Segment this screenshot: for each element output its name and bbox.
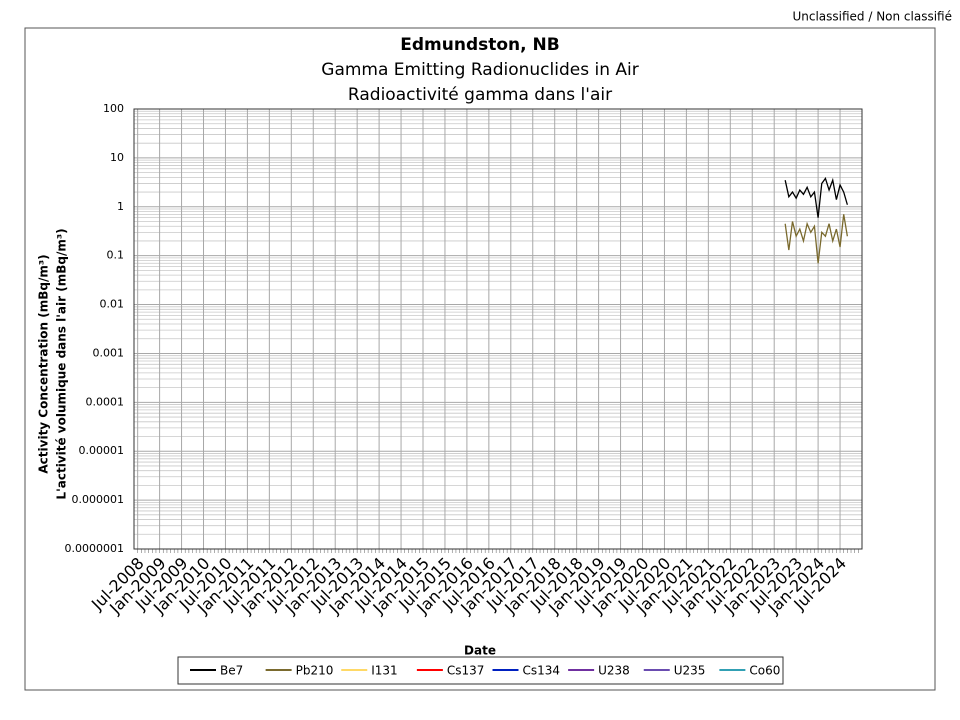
chart-title: Edmundston, NB	[400, 35, 559, 55]
legend-label: Cs134	[523, 664, 561, 678]
x-axis-title: Date	[464, 644, 496, 658]
chart-subtitle: Radioactivité gamma dans l'air	[348, 85, 612, 105]
y-tick-label: 0.0000001	[65, 542, 125, 555]
legend-label: Be7	[220, 664, 243, 678]
chart-subtitle: Gamma Emitting Radionuclides in Air	[321, 60, 638, 80]
y-tick-label: 100	[103, 102, 124, 115]
plot-area	[134, 109, 862, 549]
legend-label: Pb210	[296, 664, 334, 678]
legend-label: U235	[674, 664, 706, 678]
y-axis-title: Activity Concentration (mBq/m³)	[37, 254, 51, 473]
chart-frame	[24, 27, 936, 691]
y-tick-label: 0.00001	[79, 444, 125, 457]
series-line	[784, 214, 849, 264]
y-tick-label: 0.001	[93, 346, 125, 359]
y-axis-title: L'activité volumique dans l'air (mBq/m³)	[55, 228, 69, 499]
classification: Unclassified / Non classifié	[792, 10, 952, 24]
series-line	[784, 177, 848, 218]
y-tick-label: 10	[110, 151, 124, 164]
plot-border	[133, 108, 863, 550]
legend-label: Co60	[749, 664, 780, 678]
y-tick-label: 0.01	[100, 298, 125, 311]
legend-label: Cs137	[447, 664, 485, 678]
legend-label: U238	[598, 664, 630, 678]
y-tick-label: 0.000001	[72, 493, 125, 506]
legend-label: I131	[371, 664, 397, 678]
y-tick-label: 0.0001	[86, 395, 125, 408]
y-tick-label: 0.1	[107, 249, 125, 262]
y-tick-label: 1	[117, 200, 124, 213]
